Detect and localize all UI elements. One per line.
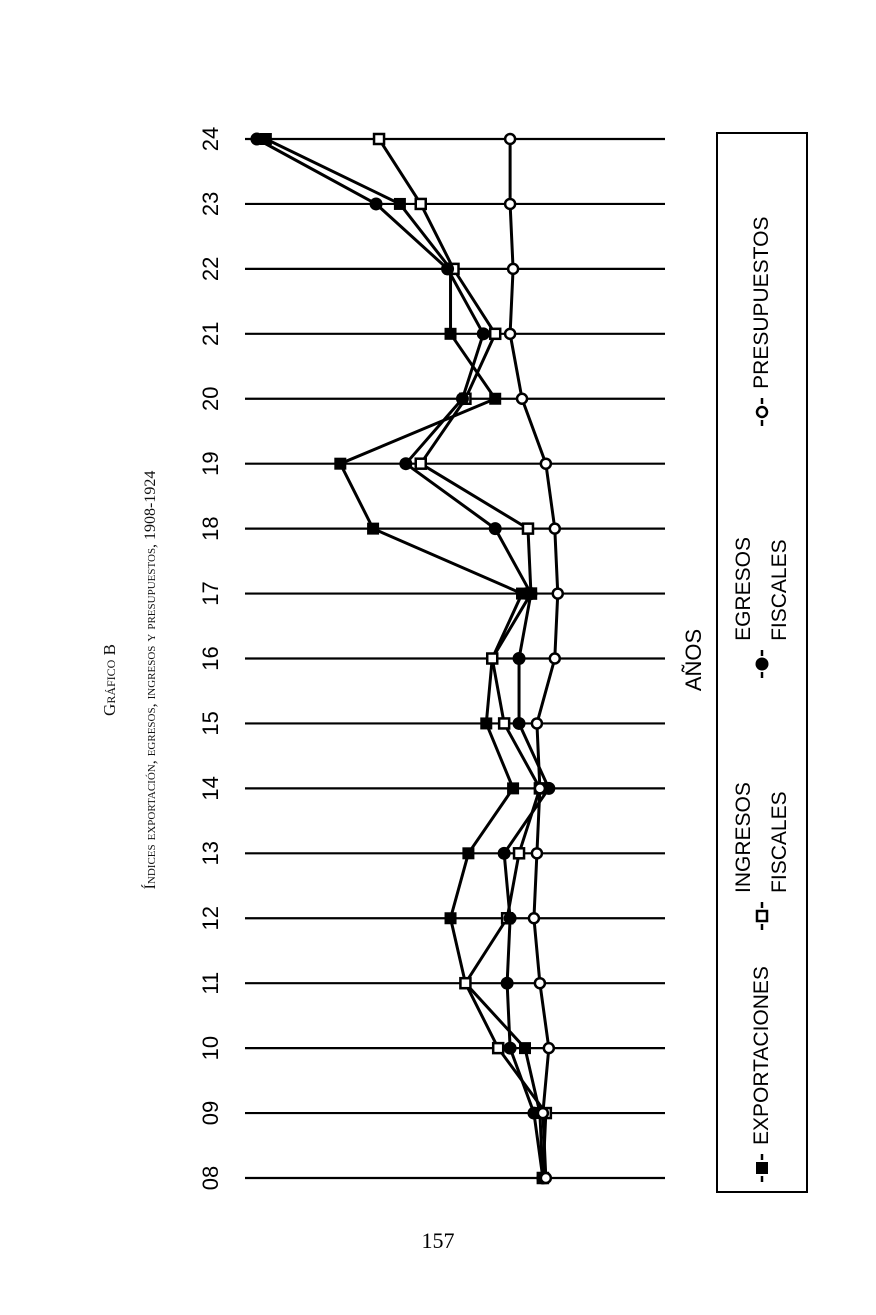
marker [414,457,427,470]
marker [399,457,413,471]
y-tick-label: 20 [198,387,223,411]
legend: EXPORTACIONES INGRESOS FISCALES EGRESOS FI… [716,132,808,1193]
legend-item: PRESUPUESTOS [744,134,780,435]
y-tick-label: 17 [198,581,223,605]
marker [491,1041,505,1055]
y-tick-label: 21 [198,322,223,346]
y-tick-label: 19 [198,451,223,475]
legend-marker [755,649,769,678]
page-number: 157 [421,1228,455,1253]
marker [519,1042,531,1055]
legend-item: EGRESOS FISCALES [726,435,797,687]
marker [334,457,347,470]
marker [497,846,511,860]
y-tick-label: 13 [198,841,223,865]
marker [539,1171,553,1185]
marker [459,976,472,990]
legend-label: EXPORTACIONES [750,966,774,1145]
marker [512,652,526,665]
legend-marker [755,397,769,426]
marker [455,392,469,406]
legend-symbol [755,909,769,923]
marker [500,976,514,990]
marker [441,262,455,276]
marker [497,717,511,730]
y-tick-label: 11 [198,972,223,995]
axis-label: AÑOS [681,629,706,691]
marker [533,976,547,990]
marker [503,911,517,925]
series-markers [250,132,556,1185]
marker [503,1041,517,1055]
marker [414,197,427,211]
marker [444,327,457,340]
y-tick-label: 24 [198,127,223,151]
marker [527,1106,541,1120]
series-markers [503,132,565,1185]
marker [542,1041,556,1055]
marker [480,717,493,730]
marker [533,782,547,795]
marker [372,132,386,146]
marker [530,847,544,860]
legend-label: EGRESOS FISCALES [732,537,791,641]
legend-marker [756,1154,768,1182]
marker [488,327,502,341]
marker [512,716,526,730]
marker [476,327,490,341]
marker [503,132,517,146]
y-tick-label: 15 [198,711,223,735]
legend-symbol [755,405,769,419]
marker [521,522,535,535]
marker [462,847,475,860]
marker [444,912,457,925]
marker [524,587,538,601]
y-tick-label: 16 [198,646,223,670]
y-tick-label: 08 [198,1166,223,1190]
legend-label: INGRESOS FISCALES [732,782,791,893]
marker [542,781,556,795]
title-block: Gráfico B Índices exportación, egresos, … [100,180,160,1180]
legend-item: INGRESOS FISCALES [726,687,797,939]
marker [250,132,264,146]
marker [393,197,406,210]
marker [485,652,499,665]
chart-subtitle: Índices exportación, egresos, ingresos y… [142,470,159,890]
marker [515,392,529,405]
marker [488,522,502,536]
y-tick-label: 09 [198,1101,223,1125]
marker [551,587,565,600]
legend-symbol [756,1162,768,1174]
marker [503,327,517,341]
legend-symbol [755,657,769,671]
marker [503,197,517,211]
marker [259,133,272,145]
chart-title: Gráfico B [100,644,119,716]
y-tick-label: 12 [198,906,223,930]
marker [548,522,562,535]
marker [530,717,544,730]
legend-label: PRESUPUESTOS [750,216,774,389]
y-tick-label: 18 [198,516,223,540]
marker [506,262,520,276]
marker [527,912,541,925]
y-tick-label: 23 [198,192,223,216]
marker [539,457,553,470]
marker [536,1106,550,1120]
marker [548,652,562,665]
marker [512,847,526,860]
marker [507,782,520,795]
y-tick-label: 10 [198,1036,223,1060]
marker [489,392,502,405]
legend-marker [755,901,769,930]
y-tick-label: 14 [198,776,223,800]
marker [369,197,383,211]
marker [367,522,380,535]
y-tick-label: 22 [198,257,223,281]
legend-item: EXPORTACIONES [744,939,780,1191]
